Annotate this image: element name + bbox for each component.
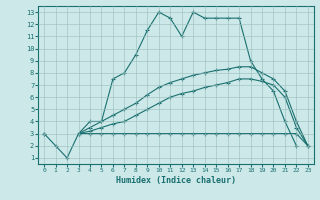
X-axis label: Humidex (Indice chaleur): Humidex (Indice chaleur) <box>116 176 236 185</box>
